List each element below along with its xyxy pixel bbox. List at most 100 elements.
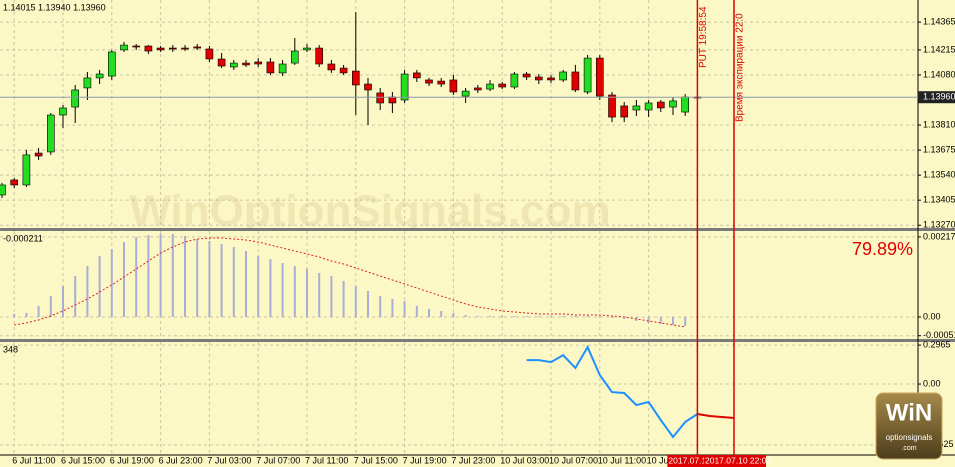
- candle-body: [327, 63, 336, 71]
- candle-body: [132, 45, 140, 48]
- x-tick-label: 10 Jul 03:00: [500, 455, 549, 465]
- candle-body: [230, 62, 238, 68]
- logo-domain: .com: [901, 445, 916, 452]
- candle-body: [10, 179, 18, 186]
- candle-body: [510, 73, 519, 88]
- x-tick-label: 7 Jul 19:00: [403, 455, 447, 465]
- candle-body: [583, 57, 592, 93]
- candle-body: [461, 90, 470, 97]
- marker-text: PUT 19:58:54: [698, 6, 709, 68]
- candle-body: [266, 61, 275, 74]
- logo-sub: optionsignals: [886, 433, 933, 442]
- candle-body: [547, 77, 555, 81]
- candle-body: [608, 94, 616, 118]
- candle-body: [425, 79, 433, 84]
- y-tick-label: 1.13810: [923, 119, 955, 129]
- candle-body: [303, 47, 311, 51]
- candle-body: [22, 154, 31, 186]
- candle-body: [364, 83, 372, 91]
- marker-text: Время экспирации 22:0: [735, 13, 746, 122]
- percent-annotation: 79.89%: [852, 239, 913, 259]
- candle-body: [681, 96, 690, 113]
- y-tick-label: 0.00: [923, 311, 941, 321]
- candle-body: [632, 105, 641, 111]
- y-tick-label: 1.14080: [923, 69, 955, 79]
- x-tick-label: 7 Jul 03:00: [207, 455, 251, 465]
- candle-body: [571, 71, 580, 91]
- candle-body: [108, 51, 116, 77]
- x-tick-label: 7 Jul 07:00: [256, 455, 300, 465]
- candle-body: [0, 184, 6, 196]
- candle-body: [144, 45, 153, 52]
- candle-body: [95, 73, 104, 79]
- candle-body: [193, 46, 201, 49]
- panel-title: 1.14015 1.13940 1.13960: [3, 2, 106, 12]
- candle-body: [339, 67, 348, 74]
- x-tick-label: 6 Jul 23:00: [159, 455, 203, 465]
- candle-body: [205, 48, 214, 60]
- candle-body: [644, 102, 653, 111]
- x-tick-label: 10 Jul 07:00: [549, 455, 598, 465]
- candle-body: [376, 92, 385, 104]
- candle-body: [388, 96, 397, 104]
- y-tick-label: 1.14215: [923, 44, 955, 54]
- candle-body: [534, 76, 543, 81]
- logo: WiN optionsignals .com: [875, 392, 943, 460]
- current-price-label: 1.13960: [923, 92, 955, 102]
- panel-title: -0.000211: [3, 233, 43, 243]
- y-tick-label: 1.13675: [923, 144, 955, 154]
- candle-body: [498, 83, 507, 88]
- candle-body: [656, 101, 665, 109]
- candle-body: [473, 87, 482, 91]
- panel-separator: [0, 228, 955, 231]
- y-tick-label: 0.00: [923, 378, 941, 388]
- logo-main: WiN: [886, 399, 932, 426]
- indicator-line: [526, 344, 698, 439]
- x-tick-label: 6 Jul 11:00: [12, 455, 55, 465]
- x-tick-label: 7 Jul 11:00: [305, 455, 348, 465]
- y-tick-label: 1.13540: [923, 170, 955, 180]
- candle-body: [181, 47, 189, 50]
- y-tick-label: 0.2965: [923, 339, 951, 349]
- y-tick-label: 1.14365: [923, 16, 955, 26]
- candle-body: [156, 47, 165, 51]
- candle-body: [59, 107, 67, 116]
- x-tick-label: 10 Jul: [647, 455, 671, 465]
- candle-body: [217, 58, 226, 67]
- candle-body: [669, 100, 677, 108]
- candle-body: [71, 89, 79, 108]
- candle-body: [120, 44, 128, 51]
- candle-body: [242, 62, 250, 66]
- candle-body: [34, 152, 43, 157]
- y-tick-label: -0.000511: [923, 330, 955, 340]
- candle-body: [278, 63, 287, 74]
- candle-body: [351, 70, 360, 86]
- candle-body: [83, 77, 92, 89]
- x-tick-label: 6 Jul 15:00: [61, 455, 105, 465]
- candle-body: [46, 114, 55, 153]
- candle-body: [595, 57, 604, 97]
- candle-body: [449, 79, 458, 93]
- x-tick-label: 7 Jul 15:00: [354, 455, 398, 465]
- candle-body: [315, 47, 324, 65]
- y-tick-label: 0.002179: [923, 231, 955, 241]
- marker-label: 2017.07.10 22:00: [705, 455, 771, 465]
- candle-body: [169, 47, 177, 50]
- marker-label: 2017.07.10: [668, 455, 711, 465]
- candle-body: [486, 83, 494, 90]
- candle-body: [290, 50, 299, 64]
- candle-body: [522, 73, 531, 78]
- panel-title: 348: [3, 344, 18, 354]
- x-tick-label: 6 Jul 19:00: [110, 455, 154, 465]
- candle-body: [400, 73, 409, 101]
- candle-body: [620, 105, 629, 118]
- y-tick-label: 1.13270: [923, 220, 955, 230]
- indicator-line: [697, 413, 735, 419]
- candle-body: [437, 80, 446, 85]
- logo-box: [875, 392, 943, 460]
- panel-separator: [0, 339, 955, 342]
- y-tick-label: 1.13405: [923, 195, 955, 205]
